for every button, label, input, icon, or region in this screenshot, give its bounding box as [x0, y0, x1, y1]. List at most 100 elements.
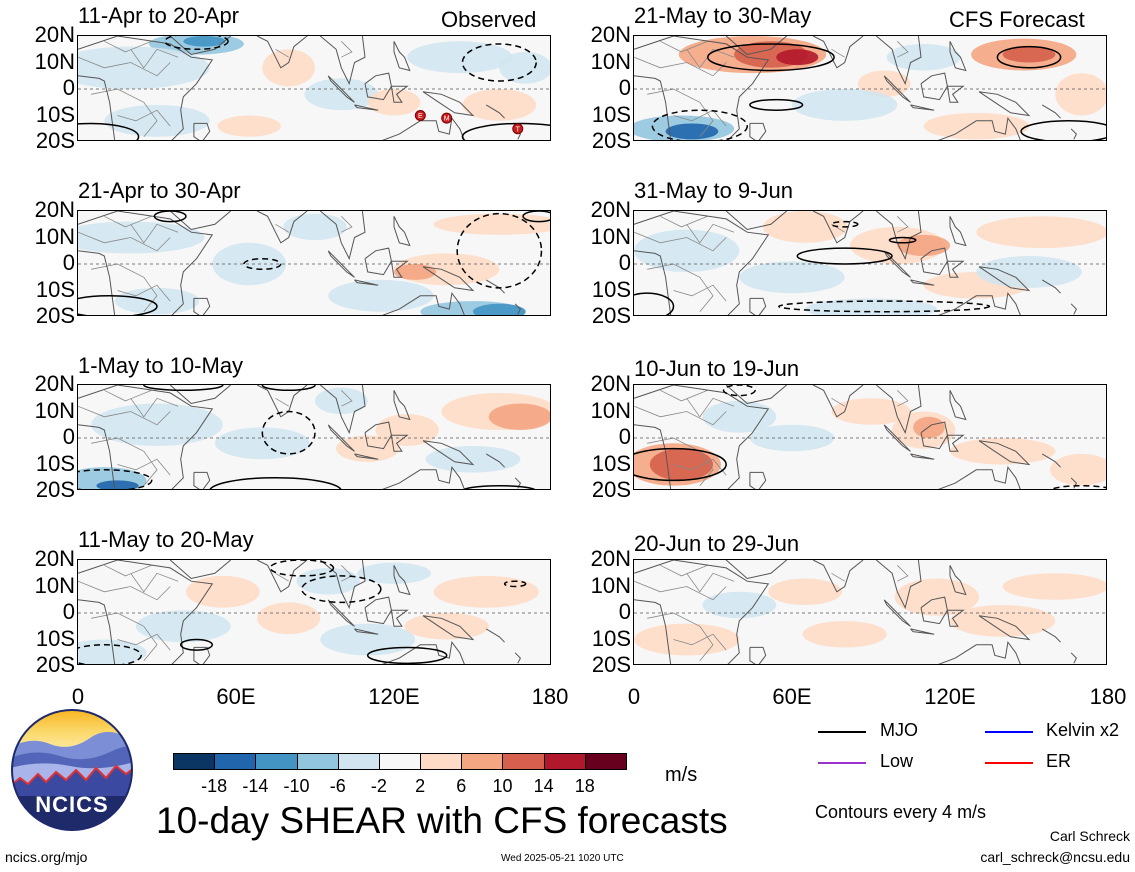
shear-map-o4 — [78, 560, 550, 664]
author-name: Carl Schreck — [1049, 828, 1130, 844]
country-border — [897, 390, 909, 407]
ncics-logo-icon — [11, 709, 133, 831]
lat-label: 0 — [62, 250, 75, 275]
coastline — [883, 75, 911, 103]
colorbar-swatch — [461, 753, 504, 770]
lon-label-right-120e: 120E — [924, 684, 976, 709]
lon-label-right-0: 0 — [627, 684, 641, 709]
coastline — [382, 465, 465, 489]
country-border — [104, 40, 152, 53]
coastline — [169, 36, 232, 56]
mjo-contour — [749, 98, 804, 111]
coastline — [485, 453, 505, 468]
country-border — [104, 564, 152, 577]
coastline — [978, 615, 1031, 641]
coastline — [634, 211, 770, 315]
shear-patch — [886, 43, 961, 71]
coastline — [422, 91, 475, 117]
coastline — [949, 216, 967, 247]
shear-patch — [114, 287, 200, 315]
country-border — [660, 40, 708, 53]
lat-label: 20N — [590, 22, 631, 47]
mjo-contour — [261, 410, 316, 455]
coastline — [390, 260, 409, 278]
shear-patch — [336, 435, 400, 462]
mjo-contour — [78, 469, 153, 489]
colorbar-units: m/s — [665, 764, 698, 786]
coastline — [634, 250, 672, 315]
country-border — [634, 56, 727, 77]
coastline — [393, 390, 411, 421]
shear-patch — [665, 123, 719, 140]
shear-patch — [702, 591, 777, 619]
coastline — [1041, 104, 1061, 119]
mjo-contour — [522, 211, 550, 223]
lat-label: 10S — [591, 101, 631, 127]
shear-patch — [315, 387, 368, 415]
country-border — [897, 41, 909, 58]
country-border — [117, 458, 171, 476]
lat-label: 20S — [591, 303, 631, 328]
country-border — [275, 572, 289, 582]
lat-label: 10N — [590, 223, 631, 249]
coastline — [256, 560, 308, 593]
shear-patch — [296, 567, 360, 595]
coastline — [946, 260, 965, 278]
mjo-contour — [78, 122, 140, 140]
country-border — [130, 572, 179, 593]
coastline — [725, 211, 788, 231]
country-border — [130, 223, 179, 244]
author-email[interactable]: carl_schreck@ncsu.edu — [980, 849, 1130, 865]
website-link[interactable]: ncics.org/mjo — [5, 849, 88, 865]
storm-marker-label: T — [516, 126, 521, 133]
lat-label: 10N — [590, 397, 631, 423]
country-border — [104, 215, 152, 228]
colorbar-swatch — [214, 753, 257, 770]
shear-patch — [739, 261, 845, 294]
coastline — [938, 291, 1021, 315]
lat-label: 10S — [591, 450, 631, 476]
coastline — [978, 440, 1031, 466]
lat-label: 20N — [34, 197, 75, 222]
shear-patch — [433, 213, 550, 235]
coastline — [875, 560, 922, 610]
mjo-contour — [503, 580, 527, 588]
shear-patch — [634, 229, 740, 272]
forecast-header: CFS Forecast — [949, 7, 1085, 32]
coastline — [354, 279, 379, 286]
lat-label: 10S — [35, 625, 75, 651]
colorbar-swatch — [296, 753, 339, 770]
coastline — [1041, 453, 1061, 468]
shear-patch — [212, 242, 287, 286]
coastline — [883, 599, 911, 627]
storm-marker-icon: E — [414, 110, 426, 121]
coastline — [78, 250, 116, 315]
coastline — [327, 424, 355, 452]
colorbar-tick-label: 10 — [492, 776, 513, 796]
mjo-contour — [301, 575, 382, 604]
shear-patch — [217, 115, 281, 137]
coastline — [910, 628, 935, 635]
mjo-contour — [1020, 120, 1106, 140]
lat-label: 20S — [35, 477, 75, 502]
coastline — [78, 385, 214, 489]
coastline — [949, 390, 967, 421]
legend-label-mjo: MJO — [880, 720, 918, 740]
coastline — [725, 36, 788, 56]
country-border — [275, 48, 289, 58]
country-border — [647, 88, 714, 137]
coastline — [390, 609, 409, 627]
shear-patch — [1002, 573, 1106, 600]
map-panel-fcst-3 — [633, 384, 1107, 490]
coastline — [1070, 128, 1078, 140]
lat-label: 10N — [34, 572, 75, 598]
shear-map-o3 — [78, 385, 550, 489]
lat-label: 10S — [35, 101, 75, 127]
legend-line-er — [985, 762, 1033, 764]
legend-line-low — [818, 762, 866, 764]
shear-patch — [404, 613, 489, 640]
lon-label-left-60e: 60E — [216, 684, 256, 709]
coastline — [393, 216, 411, 247]
coastline — [393, 565, 411, 596]
colorbar-tick-label: -10 — [283, 776, 310, 796]
